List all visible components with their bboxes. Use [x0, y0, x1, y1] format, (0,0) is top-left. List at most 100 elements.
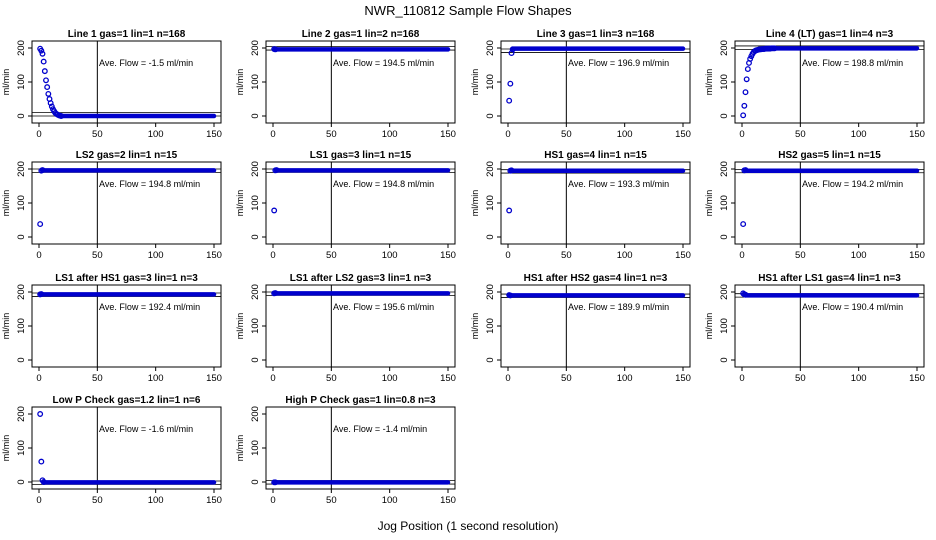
y-tick-label: 200 [485, 284, 496, 300]
y-tick-label: 200 [16, 406, 27, 422]
y-tick-label: 0 [250, 113, 261, 118]
plot-area [735, 162, 924, 244]
data-point [39, 50, 46, 57]
panel-title: LS1 after HS1 gas=3 lin=1 n=3 [55, 273, 198, 284]
x-tick-label: 100 [851, 250, 867, 261]
y-axis-label: ml/min [1, 435, 11, 462]
x-tick-label: 150 [440, 129, 456, 140]
panel-title: HS1 gas=4 lin=1 n=15 [544, 150, 647, 161]
y-tick-label: 200 [250, 284, 261, 300]
y-tick-label: 100 [250, 195, 261, 211]
plot-frame [265, 40, 456, 124]
x-tick-label: 50 [92, 129, 103, 140]
panel-14: High P Check gas=1 lin=0.8 n=3 ml/min 0 50 1… [235, 395, 456, 506]
panel-8: HS2 gas=5 lin=1 n=15 ml/min 0 50 100 150 0 100 2… [704, 150, 925, 261]
x-tick-label: 0 [36, 129, 41, 140]
x-tick-label: 150 [675, 129, 691, 140]
y-axis-label: ml/min [235, 435, 245, 462]
y-axis-label: ml/min [470, 69, 480, 96]
x-tick-label: 0 [739, 129, 744, 140]
average-flow-annotation: Ave. Flow = 189.9 ml/min [568, 302, 669, 312]
panel-title: LS2 gas=2 lin=1 n=15 [76, 150, 178, 161]
panel-3: Line 3 gas=1 lin=3 n=168 ml/min 0 50 100 150 0… [470, 29, 691, 140]
y-tick-label: 200 [250, 161, 261, 177]
x-tick-label: 100 [382, 495, 398, 506]
panel-title: Low P Check gas=1.2 lin=1 n=6 [53, 395, 201, 406]
average-flow-annotation: Ave. Flow = 196.9 ml/min [568, 58, 669, 68]
y-axis-label: ml/min [470, 190, 480, 217]
y-tick-label: 0 [485, 113, 496, 118]
data-point [47, 100, 54, 107]
y-tick-label: 100 [16, 74, 27, 90]
data-point [507, 292, 514, 299]
data-point [38, 458, 45, 465]
x-tick-label: 100 [617, 129, 633, 140]
x-tick-label: 50 [326, 373, 337, 384]
plot-frame [500, 40, 691, 124]
y-axis-label: ml/min [704, 313, 714, 340]
x-tick-label: 50 [326, 495, 337, 506]
y-tick-label: 0 [719, 357, 730, 362]
panel-11: HS1 after HS2 gas=4 lin=1 n=3 ml/min 0 50 10… [470, 273, 691, 384]
y-tick-label: 0 [250, 234, 261, 239]
y-axis-label: ml/min [235, 190, 245, 217]
x-tick-label: 0 [270, 129, 275, 140]
x-tick-label: 150 [440, 495, 456, 506]
y-axis-label: ml/min [1, 69, 11, 96]
y-axis-label: ml/min [704, 69, 714, 96]
plot-frame [500, 161, 691, 245]
x-tick-label: 50 [561, 250, 572, 261]
panel-title: LS1 gas=3 lin=1 n=15 [310, 150, 412, 161]
plot-frame [31, 406, 222, 490]
data-point [740, 112, 747, 119]
plot-area [501, 41, 690, 123]
data-point [38, 47, 45, 54]
figure-title: NWR_110812 Sample Flow Shapes [364, 3, 572, 18]
data-point [744, 66, 751, 73]
panel-title: LS1 after LS2 gas=3 lin=1 n=3 [290, 273, 432, 284]
x-tick-label: 150 [206, 373, 222, 384]
data-point [771, 45, 778, 52]
data-point [37, 221, 44, 228]
data-point [509, 46, 516, 53]
data-point [506, 207, 513, 214]
data-point [506, 97, 513, 104]
data-point [58, 113, 65, 119]
data-point [44, 84, 51, 91]
data-point [271, 207, 278, 214]
x-tick-label: 50 [92, 495, 103, 506]
panel-2: Line 2 gas=1 lin=2 n=168 ml/min 0 50 100 150 0… [235, 29, 456, 140]
panel-10: LS1 after LS2 gas=3 lin=1 n=3 ml/min 0 50 10… [235, 273, 456, 384]
x-tick-label: 100 [148, 373, 164, 384]
x-tick-label: 150 [909, 373, 925, 384]
panel-grid: Line 1 gas=1 lin=1 n=168 ml/min 0 50 100 150 0… [1, 29, 925, 506]
average-flow-annotation: Ave. Flow = 195.6 ml/min [333, 302, 434, 312]
y-tick-label: 200 [250, 406, 261, 422]
data-point [37, 411, 44, 417]
y-tick-label: 100 [16, 440, 27, 456]
data-point [742, 291, 749, 298]
y-tick-label: 200 [250, 40, 261, 56]
x-tick-label: 100 [851, 129, 867, 140]
x-tick-label: 0 [505, 250, 510, 261]
y-tick-label: 0 [719, 234, 730, 239]
average-flow-annotation: Ave. Flow = 194.2 ml/min [802, 179, 903, 189]
y-tick-label: 100 [719, 74, 730, 90]
panel-title: Line 2 gas=1 lin=2 n=168 [302, 29, 420, 40]
plot-frame [31, 284, 222, 368]
plot-area [32, 285, 221, 367]
panel-12: HS1 after LS1 gas=4 lin=1 n=3 ml/min 0 50 10… [704, 273, 925, 384]
x-tick-label: 100 [617, 250, 633, 261]
data-point [43, 77, 49, 84]
average-flow-annotation: Ave. Flow = 190.4 ml/min [802, 302, 903, 312]
y-tick-label: 0 [250, 479, 261, 484]
x-tick-label: 50 [92, 250, 103, 261]
y-tick-label: 0 [485, 357, 496, 362]
x-tick-label: 50 [561, 129, 572, 140]
y-tick-label: 0 [485, 234, 496, 239]
y-tick-label: 100 [16, 318, 27, 334]
x-tick-label: 100 [148, 129, 164, 140]
data-point [740, 221, 747, 228]
x-tick-label: 0 [270, 250, 275, 261]
